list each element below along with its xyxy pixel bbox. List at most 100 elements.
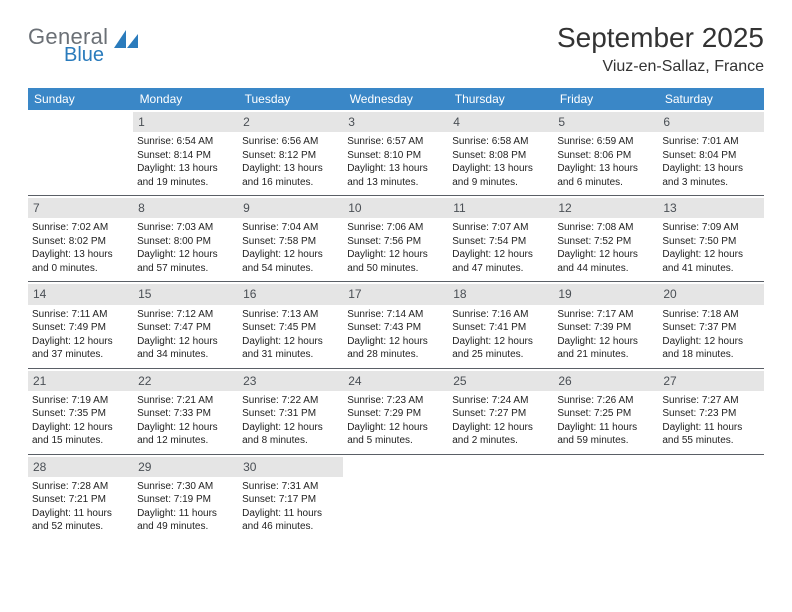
calendar-cell: .	[553, 454, 658, 540]
day-cell: 21Sunrise: 7:19 AMSunset: 7:35 PMDayligh…	[28, 369, 133, 454]
calendar-cell: .	[448, 454, 553, 540]
sunrise-text: Sunrise: 7:26 AM	[557, 394, 654, 408]
daylight-text: Daylight: 12 hours and 25 minutes.	[452, 335, 549, 362]
sunset-text: Sunset: 7:56 PM	[347, 235, 444, 249]
day-number: 24	[343, 371, 448, 391]
sunset-text: Sunset: 8:04 PM	[662, 149, 759, 163]
day-cell: 6Sunrise: 7:01 AMSunset: 8:04 PMDaylight…	[658, 110, 763, 195]
day-number: 18	[448, 284, 553, 304]
weekday-header: Wednesday	[343, 88, 448, 110]
sunrise-text: Sunrise: 7:12 AM	[137, 308, 234, 322]
day-number: 22	[133, 371, 238, 391]
calendar-cell: 17Sunrise: 7:14 AMSunset: 7:43 PMDayligh…	[343, 282, 448, 368]
daylight-text: Daylight: 12 hours and 54 minutes.	[242, 248, 339, 275]
daylight-text: Daylight: 12 hours and 50 minutes.	[347, 248, 444, 275]
daylight-text: Daylight: 12 hours and 18 minutes.	[662, 335, 759, 362]
daylight-text: Daylight: 13 hours and 3 minutes.	[662, 162, 759, 189]
sunset-text: Sunset: 7:54 PM	[452, 235, 549, 249]
calendar-page: General Blue September 2025 Viuz-en-Sall…	[0, 0, 792, 562]
calendar-cell: 22 Sunrise: 7:21 AMSunset: 7:33 PMDayligh…	[133, 368, 238, 454]
daylight-text: Daylight: 12 hours and 5 minutes.	[347, 421, 444, 448]
calendar-cell: 11Sunrise: 7:07 AMSunset: 7:54 PMDayligh…	[448, 196, 553, 282]
sunset-text: Sunset: 8:08 PM	[452, 149, 549, 163]
day-number: 7	[28, 198, 133, 218]
sunset-text: Sunset: 7:50 PM	[662, 235, 759, 249]
day-cell: 4Sunrise: 6:58 AMSunset: 8:08 PMDaylight…	[448, 110, 553, 195]
weekday-header: Saturday	[658, 88, 763, 110]
empty-cell: .	[553, 455, 658, 533]
day-cell: 18Sunrise: 7:16 AMSunset: 7:41 PMDayligh…	[448, 282, 553, 367]
day-number: 10	[343, 198, 448, 218]
day-cell: 28Sunrise: 7:28 AMSunset: 7:21 PMDayligh…	[28, 455, 133, 540]
sunset-text: Sunset: 7:35 PM	[32, 407, 129, 421]
sunset-text: Sunset: 8:00 PM	[137, 235, 234, 249]
sunrise-text: Sunrise: 6:56 AM	[242, 135, 339, 149]
calendar-cell: 29Sunrise: 7:30 AMSunset: 7:19 PMDayligh…	[133, 454, 238, 540]
empty-cell: .	[28, 110, 133, 188]
calendar-cell: 12Sunrise: 7:08 AMSunset: 7:52 PMDayligh…	[553, 196, 658, 282]
daylight-text: Daylight: 13 hours and 13 minutes.	[347, 162, 444, 189]
day-number: 29	[133, 457, 238, 477]
day-cell: 25Sunrise: 7:24 AMSunset: 7:27 PMDayligh…	[448, 369, 553, 454]
sunrise-text: Sunrise: 7:02 AM	[32, 221, 129, 235]
calendar-week-row: 14Sunrise: 7:11 AMSunset: 7:49 PMDayligh…	[28, 282, 764, 368]
daylight-text: Daylight: 13 hours and 6 minutes.	[557, 162, 654, 189]
empty-cell: .	[448, 455, 553, 533]
calendar-cell: 4Sunrise: 6:58 AMSunset: 8:08 PMDaylight…	[448, 110, 553, 196]
calendar-cell: 25Sunrise: 7:24 AMSunset: 7:27 PMDayligh…	[448, 368, 553, 454]
page-header: General Blue September 2025 Viuz-en-Sall…	[28, 22, 764, 76]
day-cell: 24Sunrise: 7:23 AMSunset: 7:29 PMDayligh…	[343, 369, 448, 454]
sunset-text: Sunset: 7:33 PM	[137, 407, 234, 421]
daylight-text: Daylight: 11 hours and 55 minutes.	[662, 421, 759, 448]
calendar-cell: 15Sunrise: 7:12 AMSunset: 7:47 PMDayligh…	[133, 282, 238, 368]
day-number: 2	[238, 112, 343, 132]
day-cell: 19Sunrise: 7:17 AMSunset: 7:39 PMDayligh…	[553, 282, 658, 367]
day-cell: 26Sunrise: 7:26 AMSunset: 7:25 PMDayligh…	[553, 369, 658, 454]
day-cell: 15Sunrise: 7:12 AMSunset: 7:47 PMDayligh…	[133, 282, 238, 367]
day-cell: 14Sunrise: 7:11 AMSunset: 7:49 PMDayligh…	[28, 282, 133, 367]
sunrise-text: Sunrise: 7:03 AM	[137, 221, 234, 235]
day-number: 27	[658, 371, 763, 391]
sunrise-text: Sunrise: 7:31 AM	[242, 480, 339, 494]
location-label: Viuz-en-Sallaz, France	[557, 58, 764, 76]
day-number: 16	[238, 284, 343, 304]
daylight-text: Daylight: 11 hours and 49 minutes.	[137, 507, 234, 534]
daylight-text: Daylight: 12 hours and 41 minutes.	[662, 248, 759, 275]
sunset-text: Sunset: 7:58 PM	[242, 235, 339, 249]
sunset-text: Sunset: 7:45 PM	[242, 321, 339, 335]
daylight-text: Daylight: 13 hours and 9 minutes.	[452, 162, 549, 189]
day-cell: 17Sunrise: 7:14 AMSunset: 7:43 PMDayligh…	[343, 282, 448, 367]
sunrise-text: Sunrise: 7:24 AM	[452, 394, 549, 408]
sunrise-text: Sunrise: 7:21 AM	[137, 394, 234, 408]
day-number: 5	[553, 112, 658, 132]
daylight-text: Daylight: 12 hours and 12 minutes.	[137, 421, 234, 448]
daylight-text: Daylight: 12 hours and 57 minutes.	[137, 248, 234, 275]
sunrise-text: Sunrise: 7:17 AM	[557, 308, 654, 322]
calendar-cell: .	[28, 110, 133, 196]
calendar-cell: 27Sunrise: 7:27 AMSunset: 7:23 PMDayligh…	[658, 368, 763, 454]
calendar-cell: 2Sunrise: 6:56 AMSunset: 8:12 PMDaylight…	[238, 110, 343, 196]
sunset-text: Sunset: 7:29 PM	[347, 407, 444, 421]
daylight-text: Daylight: 12 hours and 47 minutes.	[452, 248, 549, 275]
sunrise-text: Sunrise: 7:30 AM	[137, 480, 234, 494]
day-cell: 11Sunrise: 7:07 AMSunset: 7:54 PMDayligh…	[448, 196, 553, 281]
day-cell: 8Sunrise: 7:03 AMSunset: 8:00 PMDaylight…	[133, 196, 238, 281]
calendar-cell: 26Sunrise: 7:26 AMSunset: 7:25 PMDayligh…	[553, 368, 658, 454]
day-number: 3	[343, 112, 448, 132]
day-cell: 30Sunrise: 7:31 AMSunset: 7:17 PMDayligh…	[238, 455, 343, 540]
day-number: 30	[238, 457, 343, 477]
sunrise-text: Sunrise: 7:01 AM	[662, 135, 759, 149]
sunrise-text: Sunrise: 7:16 AM	[452, 308, 549, 322]
sunset-text: Sunset: 7:49 PM	[32, 321, 129, 335]
daylight-text: Daylight: 13 hours and 19 minutes.	[137, 162, 234, 189]
sunrise-text: Sunrise: 7:04 AM	[242, 221, 339, 235]
day-number: 13	[658, 198, 763, 218]
calendar-header-row: SundayMondayTuesdayWednesdayThursdayFrid…	[28, 88, 764, 110]
sunrise-text: Sunrise: 7:27 AM	[662, 394, 759, 408]
day-cell: 13Sunrise: 7:09 AMSunset: 7:50 PMDayligh…	[658, 196, 763, 281]
day-number: 20	[658, 284, 763, 304]
day-number: 23	[238, 371, 343, 391]
day-number: 9	[238, 198, 343, 218]
calendar-body: .1Sunrise: 6:54 AMSunset: 8:14 PMDayligh…	[28, 110, 764, 540]
sunrise-text: Sunrise: 7:13 AM	[242, 308, 339, 322]
